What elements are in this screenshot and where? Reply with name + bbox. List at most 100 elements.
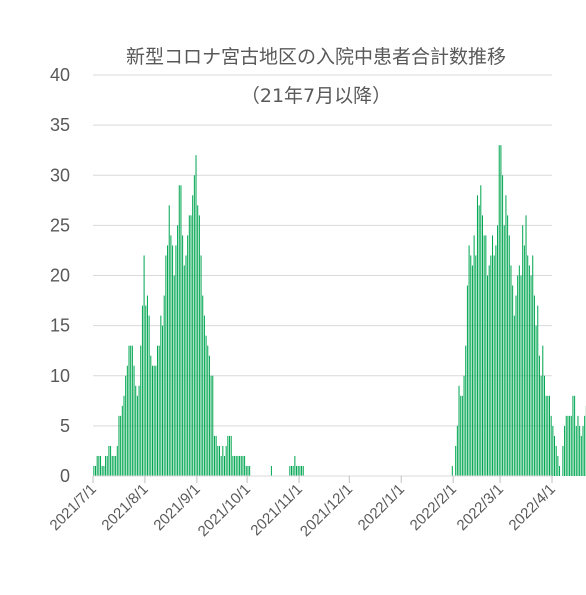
bar	[461, 395, 463, 476]
bar	[237, 455, 239, 476]
bar	[497, 225, 499, 477]
bar	[545, 395, 547, 476]
bar	[480, 185, 482, 476]
bar	[518, 265, 520, 476]
bar	[485, 235, 487, 476]
bar	[190, 215, 192, 476]
bar	[215, 435, 217, 476]
bar	[460, 395, 462, 476]
bar	[525, 215, 527, 476]
bar	[95, 465, 97, 476]
bar	[465, 345, 467, 476]
bar	[247, 465, 249, 476]
bar	[533, 295, 535, 476]
bar	[177, 225, 179, 477]
bar	[543, 375, 545, 476]
bar	[202, 295, 204, 476]
bar	[172, 245, 174, 476]
x-tick-label: 2021/11/1	[247, 481, 305, 539]
bar	[515, 295, 517, 476]
bar	[100, 455, 102, 476]
bar	[222, 445, 224, 476]
x-tick-label: 2021/10/1	[195, 481, 254, 540]
bar	[242, 455, 244, 476]
x-tick-label: 2022/1/1	[355, 481, 408, 534]
bar	[123, 395, 125, 476]
bar	[165, 255, 167, 476]
bar	[98, 455, 100, 476]
bar	[224, 455, 226, 476]
bar	[198, 215, 200, 476]
y-tick-label: 25	[50, 215, 70, 235]
bar	[547, 395, 549, 476]
bar	[512, 285, 514, 476]
bar	[470, 255, 472, 476]
x-tick-label: 2022/2/1	[407, 481, 460, 534]
bar	[225, 445, 227, 476]
x-axis: 2021/7/12021/8/12021/9/12021/10/12021/11…	[47, 475, 559, 540]
bar	[106, 455, 108, 476]
bar	[270, 465, 272, 476]
bar	[110, 445, 112, 476]
bar	[145, 305, 147, 476]
bar	[128, 345, 130, 476]
bar	[584, 415, 586, 476]
bar	[197, 205, 199, 476]
bar	[575, 425, 577, 477]
bar	[299, 465, 301, 476]
bar	[495, 245, 497, 476]
bar	[93, 465, 95, 476]
y-tick-label: 15	[50, 316, 70, 336]
bar	[168, 205, 170, 476]
bar	[131, 345, 133, 476]
bar	[146, 295, 148, 476]
bar	[579, 425, 581, 477]
bar	[126, 365, 128, 476]
bar	[294, 455, 296, 476]
bar	[555, 445, 557, 476]
bar	[140, 345, 142, 476]
bar	[301, 465, 303, 476]
bar	[574, 395, 576, 476]
bar	[289, 465, 291, 476]
bar	[577, 415, 579, 476]
bar	[212, 375, 214, 476]
bar	[182, 235, 184, 476]
bar	[185, 255, 187, 476]
bar	[217, 445, 219, 476]
bar	[208, 355, 210, 476]
bar	[580, 435, 582, 476]
bar	[463, 375, 465, 476]
bar	[180, 185, 182, 476]
bar	[170, 235, 172, 476]
bar	[155, 365, 157, 476]
bar	[245, 465, 247, 476]
bar	[187, 235, 189, 476]
bar	[455, 445, 457, 476]
bar	[192, 195, 194, 477]
bar	[475, 255, 477, 476]
bar	[522, 225, 524, 477]
bar	[557, 455, 559, 476]
bar	[466, 285, 468, 476]
bar	[481, 215, 483, 476]
bar	[488, 265, 490, 476]
bar	[138, 385, 140, 476]
bar	[120, 415, 122, 476]
y-tick-label: 0	[60, 466, 70, 486]
bar	[559, 465, 561, 476]
bar	[498, 145, 500, 476]
bar	[116, 445, 118, 476]
bar	[550, 415, 552, 476]
bar	[500, 145, 502, 476]
bar	[540, 375, 542, 476]
bar	[125, 375, 127, 476]
bar	[200, 255, 202, 476]
bar	[483, 235, 485, 476]
bar	[150, 355, 152, 476]
bar	[570, 415, 572, 476]
bar	[527, 255, 529, 476]
bar	[151, 365, 153, 476]
bar	[121, 405, 123, 476]
bar	[210, 375, 212, 476]
